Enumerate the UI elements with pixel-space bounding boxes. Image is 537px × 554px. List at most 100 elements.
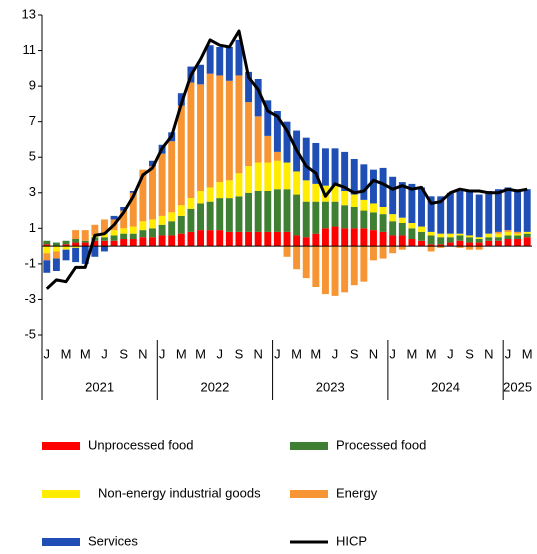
bar-segment	[139, 221, 147, 231]
y-tick-label: -5	[24, 326, 36, 341]
bar-segment	[110, 230, 118, 236]
bar-segment	[379, 246, 387, 259]
x-tick-label: M	[522, 346, 533, 361]
x-tick-label: S	[465, 346, 474, 361]
bar-segment	[81, 246, 89, 264]
bar-segment	[389, 214, 397, 222]
bar-segment	[158, 235, 166, 247]
bar-segment	[293, 246, 301, 270]
bar-segment	[360, 199, 368, 211]
bar-segment	[91, 240, 99, 247]
x-tick-label: J	[216, 346, 223, 361]
bar-segment	[504, 231, 512, 236]
x-tick-label: J	[101, 346, 108, 361]
bar-segment	[273, 111, 281, 152]
bar-segment	[475, 242, 483, 247]
y-tick-label: 5	[29, 149, 36, 164]
bar-segment	[302, 180, 310, 202]
bar-segment	[504, 187, 512, 231]
bar-segment	[72, 246, 80, 248]
x-tick-label: M	[406, 346, 417, 361]
x-tick-label: M	[426, 346, 437, 361]
bar-segment	[466, 242, 474, 247]
x-tick-label: J	[447, 346, 454, 361]
bar-segment	[485, 240, 493, 247]
bar-segment	[418, 231, 425, 241]
bar-segment	[283, 246, 291, 257]
bar-segment	[360, 164, 368, 200]
bar-segment	[139, 230, 147, 238]
bar-segment	[254, 79, 262, 117]
bar-segment	[110, 215, 118, 220]
bar-segment	[437, 196, 445, 234]
x-tick-label: J	[274, 346, 281, 361]
bar-segment	[427, 231, 435, 236]
bar-segment	[283, 231, 291, 247]
bar-segment	[264, 100, 272, 136]
bar-segment	[293, 194, 301, 236]
bar-segment	[177, 105, 185, 206]
bar-segment	[437, 246, 445, 248]
bar-segment	[206, 73, 214, 188]
bar-segment	[360, 228, 368, 247]
bar-segment	[129, 226, 137, 234]
bar-segment	[398, 246, 406, 250]
bar-segment	[321, 228, 329, 247]
bar-segment	[139, 237, 147, 247]
legend-label: Non-energy industrial goods	[98, 485, 261, 500]
x-tick-label: N	[369, 346, 378, 361]
bar-segment	[43, 240, 51, 245]
bar-segment	[293, 171, 301, 195]
bar-segment	[168, 141, 176, 213]
bar-segment	[514, 189, 522, 232]
bar-segment	[235, 196, 243, 232]
bar-segment	[129, 239, 137, 247]
bar-segment	[197, 203, 204, 231]
bar-segment	[437, 233, 445, 238]
y-tick-label: 3	[29, 184, 36, 199]
bar-segment	[62, 249, 70, 261]
x-tick-label: N	[138, 346, 147, 361]
bar-segment	[523, 231, 531, 234]
bar-segment	[264, 162, 272, 191]
y-tick-label: 9	[29, 78, 36, 93]
bar-segment	[197, 64, 204, 85]
bar-segment	[398, 217, 406, 223]
x-tick-label: S	[235, 346, 244, 361]
bar-segment	[398, 223, 406, 236]
bar-segment	[158, 153, 166, 216]
bar-segment	[446, 233, 454, 238]
bar-segment	[293, 235, 301, 247]
bar-segment	[389, 176, 397, 215]
bar-segment	[504, 230, 512, 232]
bar-segment	[485, 237, 493, 241]
bar-segment	[350, 194, 358, 207]
bar-segment	[427, 196, 435, 232]
bar-segment	[100, 237, 108, 241]
bar-segment	[254, 162, 262, 191]
bar-segment	[100, 233, 108, 238]
x-tick-label: M	[176, 346, 187, 361]
y-tick-label: -3	[24, 291, 36, 306]
bar-segment	[149, 237, 156, 247]
bar-segment	[408, 223, 416, 229]
bar-segment	[331, 246, 339, 296]
bar-segment	[389, 246, 397, 254]
bar-segment	[225, 198, 233, 232]
bar-segment	[91, 246, 99, 257]
bar-segment	[446, 237, 454, 243]
bar-segment	[120, 239, 128, 247]
bar-segment	[52, 246, 60, 252]
bar-segment	[379, 214, 387, 232]
bar-segment	[216, 182, 224, 199]
legend-label: HICP	[336, 533, 367, 548]
bar-segment	[418, 240, 425, 247]
bar-segment	[350, 228, 358, 247]
legend-label: Energy	[336, 485, 378, 500]
bar-segment	[379, 167, 387, 207]
bar-segment	[523, 189, 531, 232]
bar-segment	[62, 244, 70, 247]
legend-swatch	[42, 490, 80, 498]
year-label: 2024	[431, 379, 460, 394]
bar-segment	[370, 203, 377, 213]
